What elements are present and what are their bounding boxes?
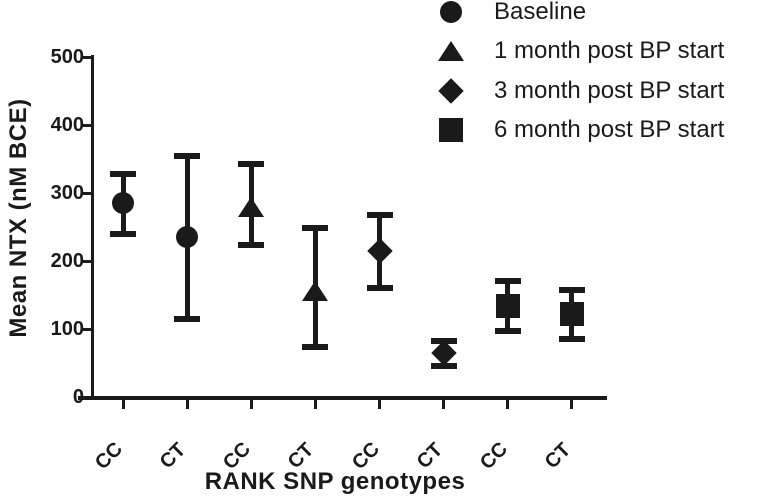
legend-item: 3 month post BP start	[424, 76, 761, 106]
y-tick	[83, 259, 91, 263]
marker-circle-icon	[112, 192, 134, 215]
legend-marker-diamond-icon	[438, 78, 464, 104]
legend-item: Baseline	[424, 0, 761, 27]
y-axis-line	[91, 55, 94, 400]
legend-item-label: 1 month post BP start	[494, 37, 725, 64]
legend-marker-triangle-icon	[438, 41, 464, 61]
legend-item: 1 month post BP start	[424, 36, 761, 66]
x-axis-title: RANK SNP genotypes	[204, 468, 466, 495]
error-bar-cap-top	[558, 287, 585, 294]
marker-triangle-icon	[238, 196, 265, 217]
error-bar-cap-bottom	[558, 336, 585, 343]
legend-item: 6 month post BP start	[424, 115, 761, 145]
error-bar-cap-bottom	[110, 230, 136, 237]
legend-item-label: 6 month post BP start	[494, 116, 725, 143]
marker-diamond-icon	[430, 340, 457, 367]
error-bar-cap-bottom	[238, 241, 265, 248]
error-bar-cap-bottom	[174, 315, 201, 322]
error-bar-cap-bottom	[494, 328, 521, 335]
marker-diamond-icon	[366, 238, 393, 264]
x-tick	[570, 399, 574, 409]
error-bar-cap-top	[430, 337, 457, 344]
y-tick-label: 0	[72, 386, 84, 408]
y-tick-label: 400	[50, 114, 84, 136]
marker-square-icon	[559, 302, 584, 327]
y-tick-label: 500	[50, 46, 84, 68]
error-bar-cap-bottom	[302, 344, 329, 351]
x-tick	[185, 399, 189, 409]
error-bar-cap-top	[494, 278, 521, 285]
error-bar-cap-top	[238, 160, 265, 167]
marker-square-icon	[495, 293, 520, 318]
x-tick	[249, 399, 253, 409]
x-tick	[506, 399, 510, 409]
y-tick-label: 200	[50, 250, 84, 272]
error-bar-cap-top	[366, 211, 393, 218]
x-tick	[313, 399, 317, 409]
legend: Baseline 1 month post BP start 3 month pos…	[424, 0, 761, 160]
y-tick	[83, 191, 91, 195]
y-tick	[83, 327, 91, 331]
x-tick	[378, 399, 382, 409]
x-tick	[121, 399, 125, 409]
y-tick-label: 100	[50, 318, 84, 340]
legend-item-label: Baseline	[494, 0, 587, 25]
marker-circle-icon	[176, 226, 199, 249]
y-tick	[83, 123, 91, 127]
legend-marker-square-icon	[439, 118, 463, 142]
legend-marker-circle-icon	[440, 1, 462, 23]
y-tick	[83, 55, 91, 59]
error-bar-cap-bottom	[430, 363, 457, 370]
y-tick-label: 300	[50, 182, 84, 204]
x-axis-line	[78, 396, 607, 400]
y-axis-title: Mean NTX (nM BCE)	[5, 98, 32, 338]
error-bar-cap-top	[302, 224, 329, 231]
error-bar-cap-top	[110, 170, 136, 177]
error-bar-cap-bottom	[366, 284, 393, 291]
error-bar-cap-top	[174, 152, 201, 159]
legend-item-label: 3 month post BP start	[494, 77, 725, 104]
x-tick	[442, 399, 446, 409]
y-tick	[83, 395, 91, 399]
marker-triangle-icon	[302, 280, 329, 301]
